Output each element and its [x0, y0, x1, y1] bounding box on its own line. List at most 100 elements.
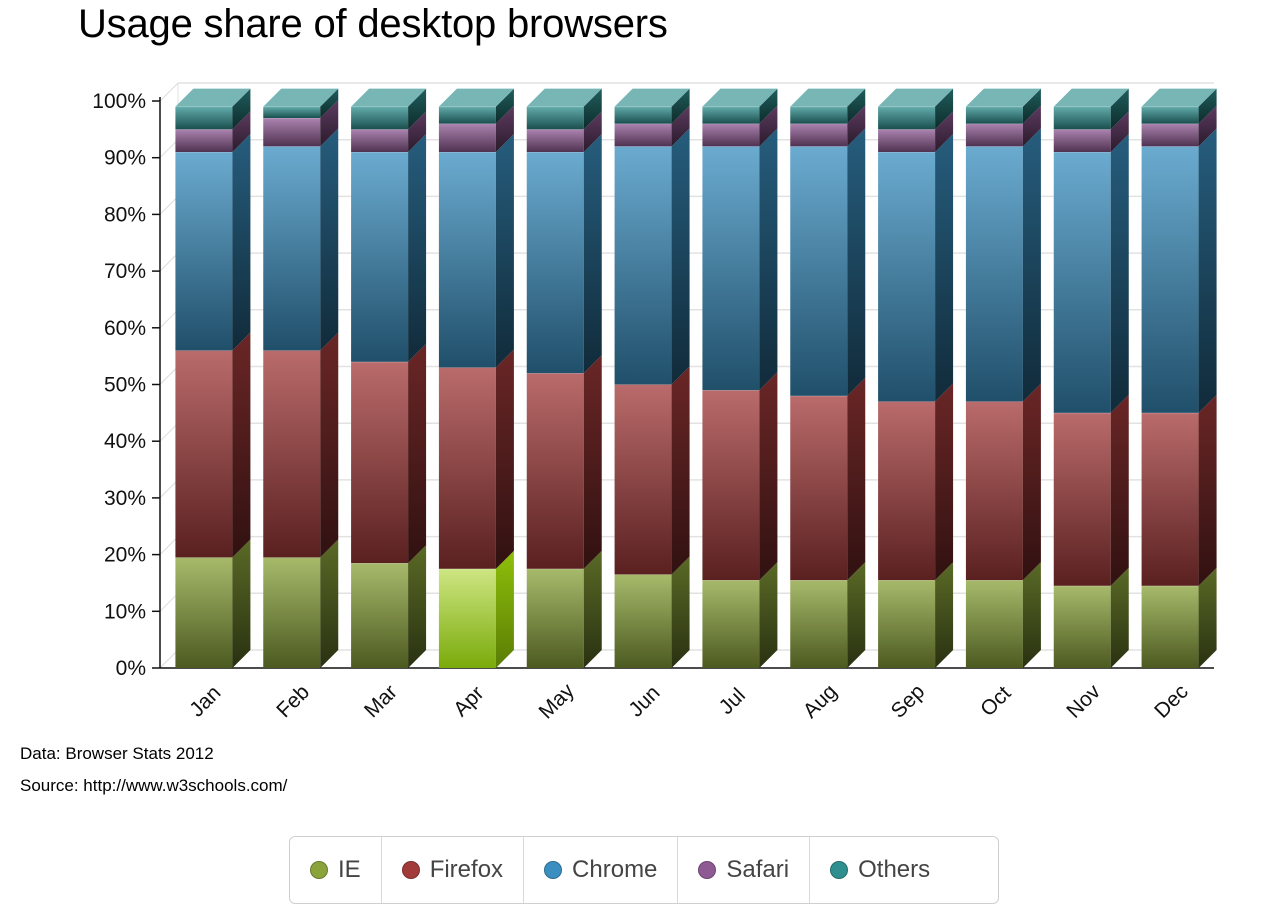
y-tick-label: 50%	[104, 374, 146, 397]
grid-lines	[159, 82, 1214, 669]
bar-side-firefox-jul	[759, 372, 778, 581]
bar-side-ie-sep	[935, 562, 954, 668]
bar-ie-jan	[175, 557, 233, 668]
bar-others-oct	[965, 106, 1023, 124]
bar-side-firefox-oct	[1022, 383, 1041, 581]
bar-side-safari-jul	[759, 105, 778, 147]
bar-stack-may	[526, 88, 602, 668]
chart-plot: 0% 10% 20% 30% 40% 50% 60% 70% 80% 90% 100% Jan Feb M…	[92, 82, 1217, 724]
legend: IE Firefox Chrome Safari Others	[289, 836, 999, 904]
bar-others-nov	[1053, 106, 1111, 130]
x-tick-label: Aug	[799, 680, 842, 723]
gridline-depth	[159, 196, 179, 215]
bar-side-chrome-may	[583, 134, 602, 374]
bar-chrome-nov	[1053, 152, 1111, 413]
legend-item-ie[interactable]: IE	[290, 837, 382, 903]
bar-ie-mar	[351, 563, 409, 668]
bar-side-others-jan	[232, 88, 251, 130]
bar-top-sep	[878, 88, 954, 107]
legend-swatch	[401, 861, 420, 879]
gridline-depth	[159, 536, 179, 555]
bar-safari-jun	[614, 123, 672, 147]
bar-stack-sep	[878, 88, 954, 668]
bar-ie-jun	[614, 574, 672, 668]
bar-others-may	[526, 106, 584, 130]
gridline-depth	[159, 139, 179, 159]
bar-stack-oct	[965, 88, 1041, 668]
bar-side-chrome-sep	[935, 134, 954, 402]
bar-side-ie-jan	[232, 539, 251, 668]
x-tick-label: Feb	[272, 680, 314, 722]
bar-firefox-nov	[1053, 412, 1111, 586]
bar-side-safari-nov	[1110, 111, 1129, 153]
source-note: Source: http://www.w3schools.com/	[20, 776, 288, 795]
legend-label: Others	[858, 856, 931, 883]
bar-side-ie-mar	[408, 545, 427, 668]
y-tick-label: 90%	[104, 147, 146, 170]
y-tick-label: 80%	[104, 203, 146, 226]
chart-title: Usage share of desktop browsers	[78, 2, 668, 46]
bar-stack-jun	[614, 88, 690, 668]
x-tick-label: Jan	[185, 681, 225, 721]
bar-side-others-mar	[408, 88, 427, 130]
bar-top-jun	[614, 88, 690, 107]
y-tick-label: 70%	[104, 260, 146, 283]
bar-chrome-feb	[263, 146, 321, 351]
bar-side-chrome-dec	[1198, 128, 1217, 413]
legend-item-firefox[interactable]: Firefox	[382, 837, 525, 903]
bar-side-others-may	[583, 88, 602, 130]
bar-firefox-sep	[878, 401, 936, 581]
bar-side-others-aug	[847, 88, 866, 124]
x-tick-label: May	[534, 679, 579, 724]
bar-side-firefox-may	[583, 355, 602, 569]
bar-chrome-jun	[614, 146, 672, 385]
bar-side-others-apr	[495, 88, 514, 124]
bar-chrome-mar	[351, 152, 409, 362]
bar-stack-aug	[790, 88, 866, 668]
gridline-depth	[159, 479, 179, 499]
y-tick-label: 20%	[104, 544, 146, 567]
x-tick-label: Jun	[624, 681, 664, 721]
bar-others-jan	[175, 106, 233, 130]
bar-safari-dec	[1141, 123, 1199, 147]
bar-others-sep	[878, 106, 936, 130]
bar-side-firefox-dec	[1198, 394, 1217, 586]
bar-firefox-mar	[351, 361, 409, 564]
bar-side-safari-dec	[1198, 105, 1217, 147]
bar-safari-nov	[1053, 129, 1111, 153]
bar-stack-feb	[263, 88, 339, 668]
legend-item-others[interactable]: Others	[810, 837, 950, 903]
bar-ie-aug	[790, 580, 848, 668]
bar-safari-may	[526, 129, 584, 153]
bar-chrome-apr	[438, 152, 496, 368]
legend-label: Firefox	[429, 856, 504, 883]
bar-side-chrome-aug	[847, 128, 866, 396]
y-tick-label: 0%	[116, 657, 146, 680]
bar-ie-sep	[878, 580, 936, 668]
bar-stack-jan	[175, 88, 251, 668]
bar-side-others-oct	[1022, 88, 1041, 124]
bar-side-chrome-apr	[495, 134, 514, 368]
bar-stack-mar	[351, 88, 427, 668]
bar-stack-dec	[1141, 88, 1217, 668]
bar-safari-oct	[965, 123, 1023, 147]
bar-firefox-apr	[438, 367, 496, 569]
bar-side-chrome-jan	[232, 134, 251, 351]
bar-firefox-jan	[175, 350, 233, 558]
bar-side-ie-jul	[759, 562, 778, 668]
bar-stack-nov	[1053, 88, 1129, 668]
legend-swatch	[544, 861, 563, 879]
bar-side-firefox-sep	[935, 383, 954, 581]
bar-side-safari-sep	[935, 111, 954, 153]
bar-chrome-dec	[1141, 146, 1199, 413]
legend-swatch	[698, 861, 717, 879]
bar-side-ie-apr	[495, 550, 514, 668]
bar-side-ie-may	[583, 550, 602, 668]
bar-side-ie-nov	[1110, 567, 1129, 668]
y-tick-label: 30%	[104, 487, 146, 510]
legend-item-chrome[interactable]: Chrome	[524, 837, 679, 903]
legend-item-safari[interactable]: Safari	[678, 837, 811, 903]
gridline-depth	[159, 649, 179, 669]
bar-side-others-jun	[671, 88, 690, 124]
bar-top-jan	[175, 88, 251, 107]
